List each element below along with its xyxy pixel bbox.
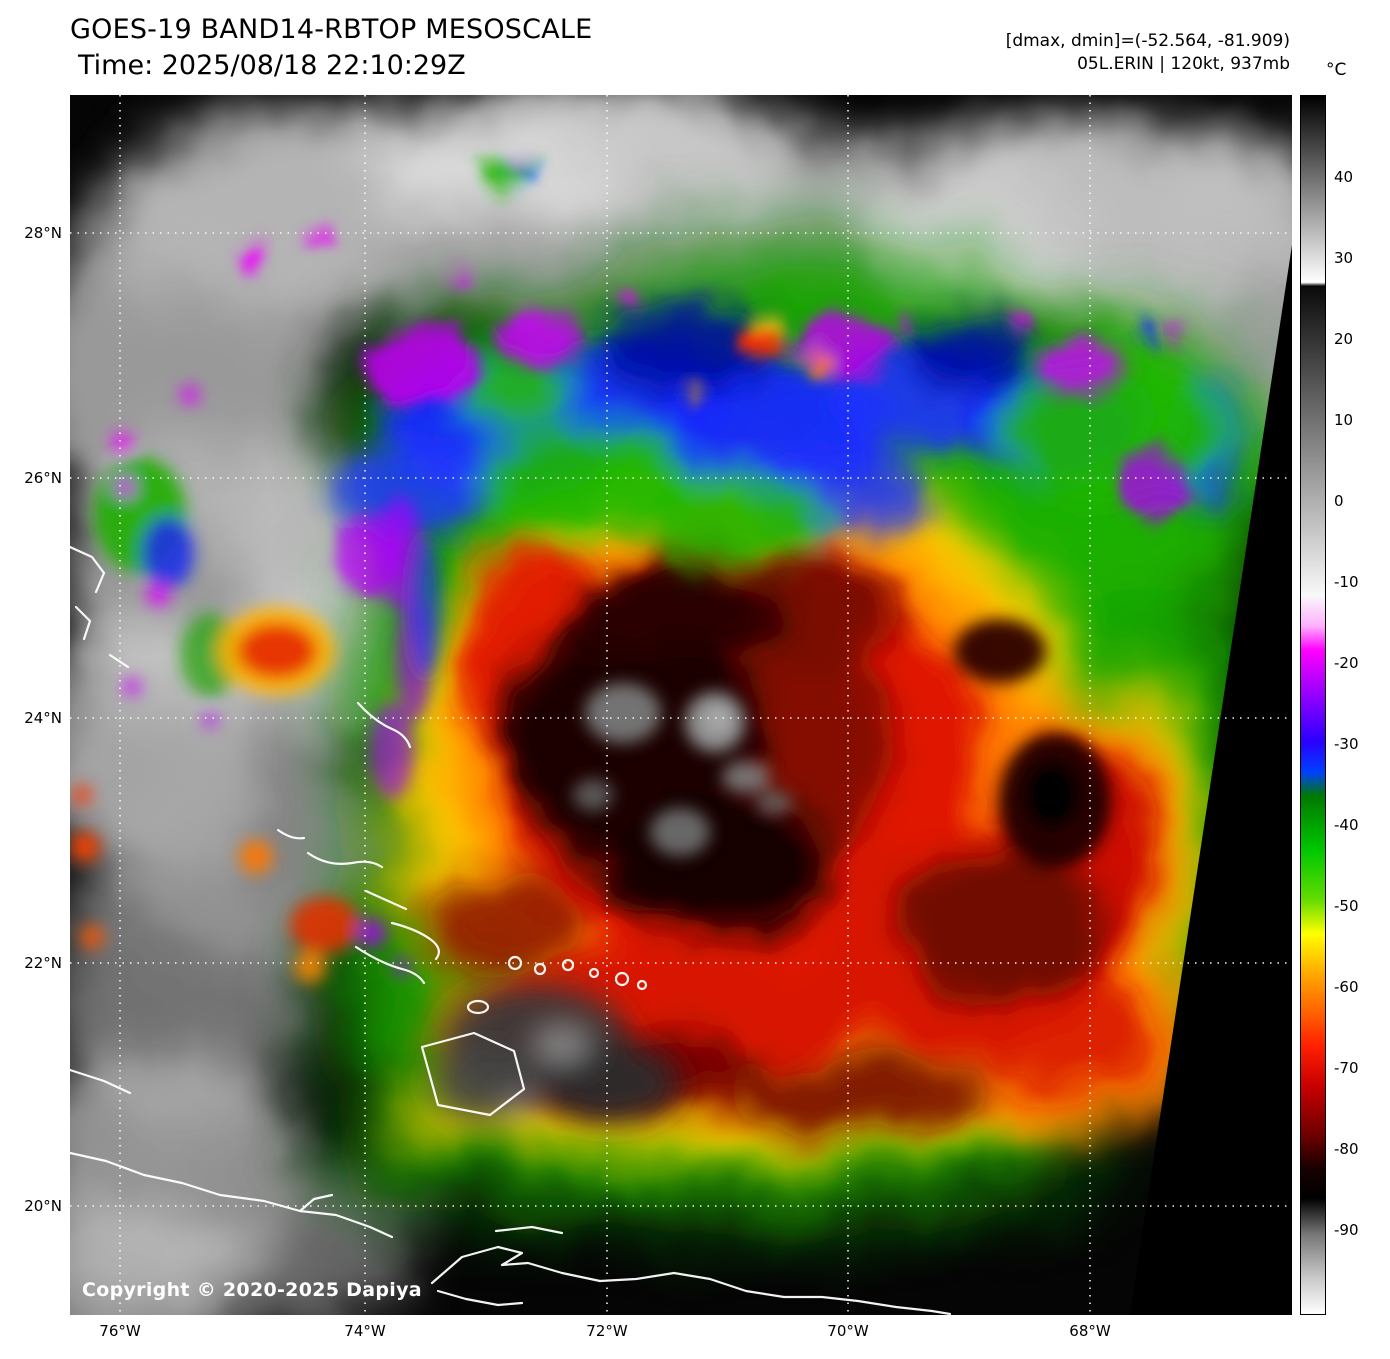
satellite-map: Copyright © 2020-2025 Dapiya [70,95,1292,1315]
south-dry-slot [433,985,680,1123]
colorbar-tick-label: -80 [1334,1140,1359,1158]
lat-label-26n: 26°N [24,469,62,487]
lon-label-70w: 70°W [827,1322,869,1340]
colorbar-tick-label: 30 [1334,249,1354,267]
lat-label-20n: 20°N [24,1197,62,1215]
page-title: GOES-19 BAND14-RBTOP MESOSCALE [70,14,593,45]
lat-label-24n: 24°N [24,709,62,727]
east-maroon-patches [954,619,1111,869]
colorbar-tick-label: 20 [1334,330,1354,348]
lat-label-22n: 22°N [24,954,62,972]
colorbar-tick-label: -30 [1334,735,1359,753]
colorbar-tick-label: -40 [1334,816,1359,834]
colorbar-tick-label: -20 [1334,654,1359,672]
copyright-text: Copyright © 2020-2025 Dapiya [82,1279,422,1301]
lon-label-72w: 72°W [586,1322,628,1340]
image-timestamp: Time: 2025/08/18 22:10:29Z [78,50,466,81]
satellite-imagery [70,95,1292,1315]
lon-label-68w: 68°W [1069,1322,1111,1340]
eye-and-cold-spots [573,683,792,856]
colorbar-tick-label: -10 [1334,573,1359,591]
header-right-info: [dmax, dmin]=(-52.564, -81.909) 05L.ERIN… [1006,30,1290,76]
lon-label-76w: 76°W [99,1322,141,1340]
lon-label-74w: 74°W [344,1322,386,1340]
gridlines [70,95,1292,1315]
colorbar-tick-label: -90 [1334,1221,1359,1239]
coastlines [70,545,952,1315]
colorbar-tick-label: 0 [1334,492,1344,510]
western-speck-layer [70,385,442,983]
colorbar-tick-label: -70 [1334,1059,1359,1077]
data-region [70,95,1292,1315]
colorbar-tick-label: -60 [1334,978,1359,996]
colorbar-tick-label: 10 [1334,411,1354,429]
colorbar [1300,95,1326,1315]
northern-convective-band [238,159,1242,599]
storm-info: 05L.ERIN | 120kt, 937mb [1077,54,1290,74]
colorbar-unit-label: °C [1326,60,1347,80]
colorbar-tick-label: -50 [1334,897,1359,915]
colorbar-tick-label: 40 [1334,168,1354,186]
lat-label-28n: 28°N [24,224,62,242]
dmax-dmin-readout: [dmax, dmin]=(-52.564, -81.909) [1005,31,1290,51]
